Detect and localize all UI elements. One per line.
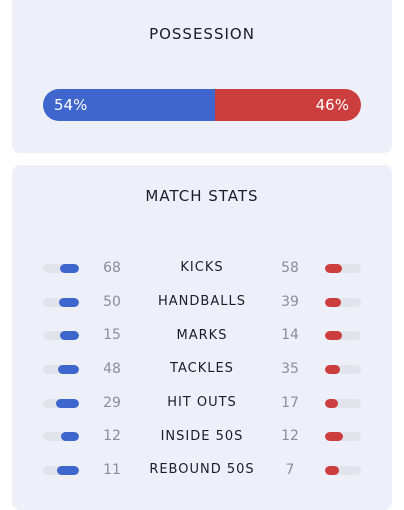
stat-row: 15 MARKS 14 <box>12 318 392 352</box>
home-stat-value: 12 <box>103 428 121 445</box>
home-stat-value: 48 <box>103 360 121 377</box>
home-stat-value: 68 <box>103 259 121 276</box>
away-stat-bar <box>325 297 361 307</box>
away-stat-bar-fill <box>325 263 342 273</box>
home-stat-bar <box>43 398 79 408</box>
away-stat-value: 7 <box>285 461 295 478</box>
away-stat-bar-fill <box>325 364 341 374</box>
away-stat-value: 12 <box>281 428 299 445</box>
away-stat-bar-fill <box>325 331 343 341</box>
possession-bar: 54% 46% <box>43 89 361 121</box>
home-stat-bar-fill <box>58 297 79 307</box>
match-stats-title: MATCH STATS <box>145 187 259 205</box>
away-stat-value: 35 <box>281 360 299 377</box>
home-stat-value: 15 <box>103 327 121 344</box>
away-stat-bar-fill <box>325 398 339 408</box>
possession-home-segment: 54% <box>43 89 215 121</box>
home-stat-bar-fill <box>59 263 79 273</box>
away-stat-value: 17 <box>281 394 299 411</box>
home-stat-value: 29 <box>103 394 121 411</box>
home-stat-value: 50 <box>103 293 121 310</box>
home-stat-value: 11 <box>103 461 121 478</box>
away-stat-bar-fill <box>325 432 343 442</box>
stat-label: HIT OUTS <box>167 395 237 411</box>
stat-row: 11 REBOUND 50S 7 <box>12 453 392 487</box>
home-stat-bar-fill <box>60 331 79 341</box>
away-stat-bar <box>325 331 361 341</box>
away-stat-bar <box>325 432 361 442</box>
stat-label: KICKS <box>180 260 224 276</box>
possession-title: POSSESSION <box>149 25 255 43</box>
away-stat-value: 58 <box>281 259 299 276</box>
away-stat-bar <box>325 465 361 475</box>
home-stat-bar-fill <box>56 398 79 408</box>
away-stat-bar-fill <box>325 297 341 307</box>
home-stat-bar-fill <box>57 465 79 475</box>
stat-row: 68 KICKS 58 <box>12 251 392 285</box>
possession-card: POSSESSION 54% 46% <box>12 0 392 153</box>
stat-row: 50 HANDBALLS 39 <box>12 285 392 319</box>
away-stat-value: 39 <box>281 293 299 310</box>
stat-row: 29 HIT OUTS 17 <box>12 386 392 420</box>
stat-row: 12 INSIDE 50S 12 <box>12 419 392 453</box>
stat-label: REBOUND 50S <box>149 462 255 478</box>
home-stat-bar <box>43 465 79 475</box>
stat-label: TACKLES <box>170 361 234 377</box>
home-stat-bar-fill <box>61 432 79 442</box>
home-stat-bar <box>43 297 79 307</box>
away-stat-bar <box>325 263 361 273</box>
home-stat-bar-fill <box>58 364 79 374</box>
stat-label: INSIDE 50S <box>160 428 244 444</box>
away-stat-bar <box>325 364 361 374</box>
stat-row: 48 TACKLES 35 <box>12 352 392 386</box>
match-stats-card: MATCH STATS 68 KICKS 58 50 HANDBALLS 39 15 MARK… <box>12 165 392 510</box>
away-stat-value: 14 <box>281 327 299 344</box>
away-stat-bar-fill <box>325 465 340 475</box>
home-stat-bar <box>43 263 79 273</box>
possession-away-segment: 46% <box>214 89 361 121</box>
home-stat-bar <box>43 432 79 442</box>
match-stats-list: 68 KICKS 58 50 HANDBALLS 39 15 MARKS 14 48 TACKLES… <box>12 251 392 487</box>
home-stat-bar <box>43 364 79 374</box>
stat-label: MARKS <box>176 327 228 343</box>
away-stat-bar <box>325 398 361 408</box>
stat-label: HANDBALLS <box>158 294 246 310</box>
home-stat-bar <box>43 331 79 341</box>
possession-home-value: 54% <box>54 96 88 114</box>
possession-away-value: 46% <box>315 96 349 114</box>
